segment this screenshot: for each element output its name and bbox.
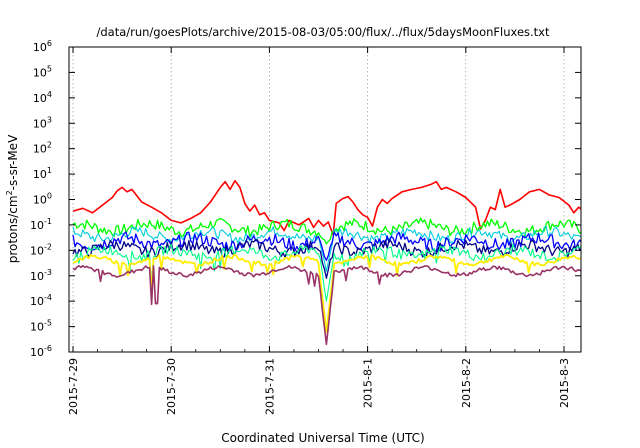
y-tick-label: 105 bbox=[33, 64, 52, 79]
y-tick-label: 102 bbox=[33, 141, 52, 156]
y-tick-label: 106 bbox=[33, 39, 52, 54]
x-tick-label: 2015-8-1 bbox=[362, 358, 375, 408]
x-tick-label: 2015-8-3 bbox=[558, 358, 571, 408]
y-tick-label: 10-5 bbox=[30, 319, 52, 334]
series-layer bbox=[72, 179, 581, 346]
x-axis-title: Coordinated Universal Time (UTC) bbox=[221, 431, 424, 445]
series-line-6 bbox=[72, 253, 581, 334]
series-line-7 bbox=[72, 264, 581, 346]
y-tick-label: 10-3 bbox=[30, 268, 52, 283]
x-tick-label: 2015-7-29 bbox=[67, 358, 80, 415]
y-axis-title-part2: -s-sr-MeV bbox=[6, 134, 20, 190]
y-tick-label: 100 bbox=[33, 192, 52, 207]
x-tick-label: 2015-7-31 bbox=[263, 358, 276, 415]
y-axis-title-part1: protons/cm bbox=[6, 195, 20, 263]
y-tick-label: 104 bbox=[33, 90, 52, 105]
y-axis-title: protons/cm2-s-sr-MeV bbox=[5, 134, 20, 263]
series-line-0 bbox=[72, 179, 581, 236]
x-tick-label: 2015-7-30 bbox=[165, 358, 178, 415]
y-tick-label: 103 bbox=[33, 115, 52, 130]
y-tick-label: 10-2 bbox=[30, 242, 52, 257]
y-axis-title-superscript: 2 bbox=[5, 190, 14, 195]
chart-title: /data/run/goesPlots/archive/2015-08-03/0… bbox=[96, 25, 550, 39]
y-tick-label: 10-1 bbox=[30, 217, 52, 232]
series-line-3 bbox=[72, 231, 581, 262]
x-tick-label: 2015-8-2 bbox=[460, 358, 473, 408]
x-axis-ticks: 2015-7-29 2015-7-30 2015-7-31 2015-8-1 2015-… bbox=[67, 47, 571, 415]
series-line-1 bbox=[72, 217, 581, 245]
y-axis-ticks: 10-6 10-5 10-4 10-3 10-2 10-1 100 101 102 103 104 1… bbox=[30, 39, 581, 359]
plot-frame bbox=[68, 46, 582, 353]
series-line-4 bbox=[72, 239, 581, 279]
y-tick-label: 10-6 bbox=[30, 344, 52, 359]
y-tick-label: 10-4 bbox=[30, 293, 52, 308]
plot-area: 10-6 10-5 10-4 10-3 10-2 10-1 100 101 102 103 104 1… bbox=[30, 39, 582, 415]
series-line-2 bbox=[72, 226, 581, 272]
vertical-grid bbox=[72, 47, 565, 352]
y-tick-label: 101 bbox=[33, 166, 52, 181]
